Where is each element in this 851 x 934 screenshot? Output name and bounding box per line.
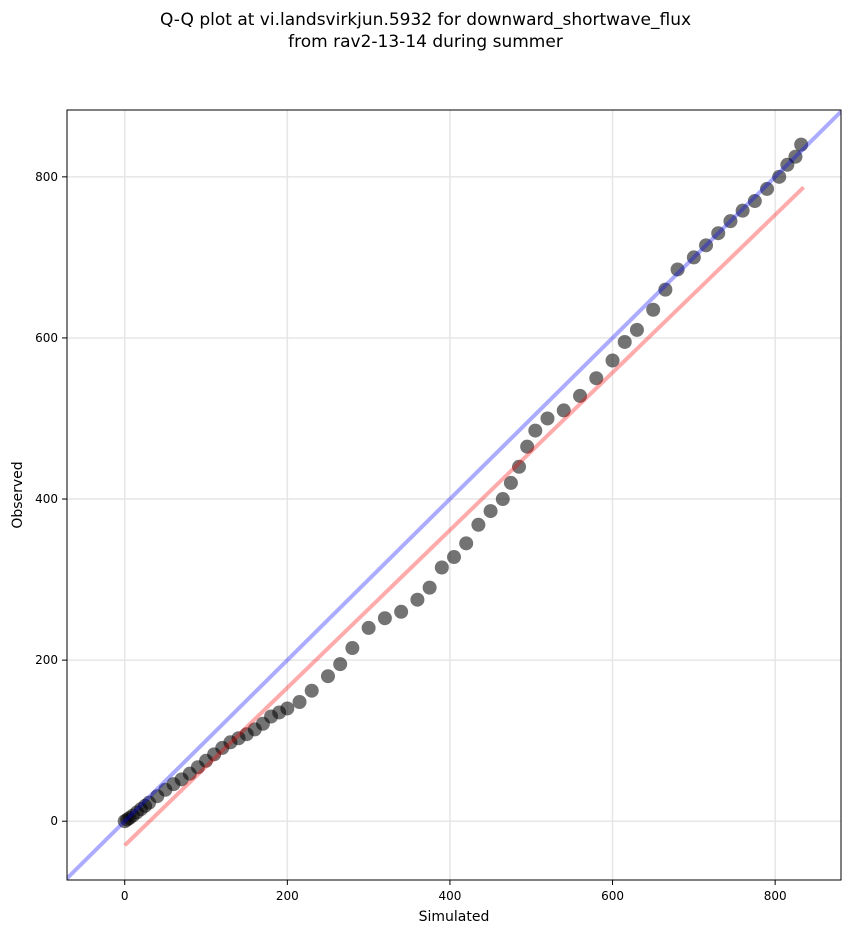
data-point xyxy=(345,641,360,656)
data-point xyxy=(556,403,571,418)
data-point xyxy=(794,137,809,152)
x-tick-label: 600 xyxy=(601,889,624,903)
fit-line xyxy=(123,185,805,847)
data-point xyxy=(459,536,474,551)
data-point xyxy=(394,604,409,619)
data-point xyxy=(333,657,348,672)
data-point xyxy=(434,560,449,575)
data-point xyxy=(520,439,535,454)
y-axis-label: Observed xyxy=(10,461,26,528)
data-point xyxy=(760,181,775,196)
x-tick-label: 200 xyxy=(276,889,299,903)
data-point xyxy=(495,492,510,507)
plot-marks xyxy=(67,110,841,880)
data-point xyxy=(483,504,498,519)
data-point xyxy=(292,694,307,709)
identity-line xyxy=(67,110,841,880)
x-tick-label: 0 xyxy=(121,889,129,903)
data-point xyxy=(471,517,486,532)
data-point xyxy=(280,701,295,716)
data-point xyxy=(658,282,673,297)
data-point xyxy=(304,683,319,698)
axes-frame xyxy=(66,109,842,881)
data-point xyxy=(670,262,685,277)
data-point xyxy=(573,388,588,403)
x-tick-label: 800 xyxy=(764,889,787,903)
data-point xyxy=(686,250,701,265)
chart-title-line1: Q-Q plot at vi.landsvirkjun.5932 for dow… xyxy=(159,10,692,30)
data-point xyxy=(377,611,392,626)
data-point xyxy=(361,620,376,635)
data-point xyxy=(540,411,555,426)
data-point xyxy=(447,550,461,565)
data-point xyxy=(320,669,335,684)
data-point xyxy=(772,169,787,184)
data-point xyxy=(422,580,437,595)
y-tick-label: 600 xyxy=(35,331,58,345)
data-point xyxy=(699,238,714,253)
data-point xyxy=(711,226,726,241)
y-tick-label: 800 xyxy=(35,170,58,184)
data-point xyxy=(528,423,543,438)
data-point xyxy=(629,322,644,337)
data-point xyxy=(788,149,803,164)
data-point xyxy=(617,334,632,349)
data-point xyxy=(410,592,425,607)
chart-title-line2: from rav2-13-14 during summer xyxy=(288,32,563,52)
x-axis-label: Simulated xyxy=(419,909,490,925)
y-tick-label: 200 xyxy=(35,653,58,667)
data-point xyxy=(723,214,738,229)
y-tick-label: 0 xyxy=(50,814,58,828)
x-tick-label: 400 xyxy=(438,889,461,903)
data-point xyxy=(735,203,750,218)
data-point xyxy=(747,194,762,209)
data-point xyxy=(512,459,527,474)
y-tick-label: 400 xyxy=(35,492,58,506)
data-point xyxy=(646,302,661,317)
data-point xyxy=(589,371,604,386)
data-point xyxy=(605,353,620,368)
data-point xyxy=(503,475,518,490)
